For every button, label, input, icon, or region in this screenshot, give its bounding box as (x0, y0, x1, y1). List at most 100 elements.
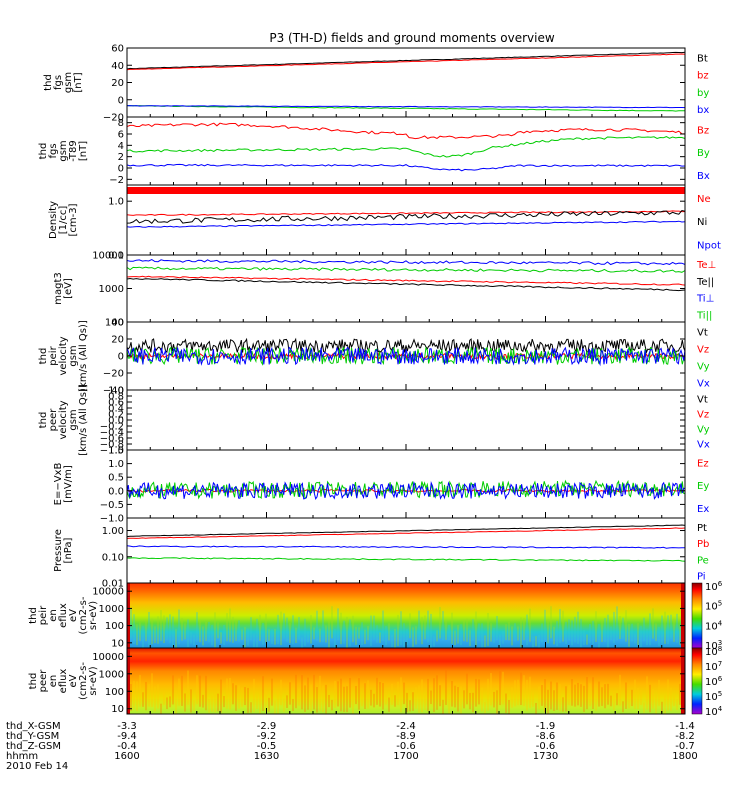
texture-stripe (184, 693, 186, 712)
texture-stripe (646, 676, 648, 710)
texture-stripe (187, 619, 189, 647)
texture-stripe (418, 685, 420, 713)
texture-stripe (553, 690, 555, 711)
legend-label: Ez (697, 458, 709, 469)
legend-label: Npot (697, 241, 721, 252)
texture-stripe (562, 697, 564, 712)
texture-stripe (211, 625, 213, 646)
spectrogram-peer_spec (127, 648, 685, 714)
texture-stripe (448, 624, 450, 641)
texture-stripe (472, 619, 474, 641)
texture-stripe (172, 616, 174, 647)
ephemeris-value: -0.5 (257, 741, 277, 752)
ephemeris-value: 1630 (254, 751, 279, 762)
legend-label: Pt (697, 523, 707, 534)
texture-stripe (514, 623, 516, 642)
texture-stripe (274, 628, 276, 645)
texture-stripe (169, 696, 171, 708)
texture-stripe (655, 623, 657, 642)
series-line-pressure (126, 524, 686, 538)
texture-stripe (328, 694, 330, 708)
y-tick-label: 10000 (92, 587, 124, 598)
texture-stripe (316, 610, 318, 641)
legend-label: bz (697, 71, 709, 82)
texture-stripe (193, 699, 195, 712)
texture-stripe (547, 619, 549, 644)
series-line-pressure (126, 527, 686, 539)
y-axis-label: thd (28, 673, 39, 690)
texture-stripe (427, 610, 429, 643)
texture-stripe (208, 698, 210, 713)
texture-stripe (181, 618, 183, 641)
texture-stripe (139, 622, 141, 641)
texture-stripe (517, 626, 519, 641)
texture-stripe (205, 675, 207, 711)
texture-stripe (241, 687, 243, 707)
texture-stripe (544, 679, 546, 713)
series-line-fgs (126, 51, 686, 70)
y-tick-label: 1.0 (108, 386, 124, 397)
y-axis-label: gsm (63, 72, 74, 93)
texture-stripe (430, 690, 432, 705)
texture-stripe (223, 624, 225, 645)
texture-stripe (217, 622, 219, 639)
y-axis-label: peir (38, 605, 49, 625)
panel-background (127, 185, 685, 255)
legend-label: Ey (697, 481, 709, 492)
y-axis-label: [eV] (63, 278, 74, 299)
texture-stripe (463, 690, 465, 709)
texture-stripe (607, 683, 609, 705)
texture-stripe (604, 618, 606, 643)
texture-stripe (385, 626, 387, 646)
texture-stripe (673, 695, 675, 707)
texture-stripe (628, 690, 630, 709)
texture-stripe (229, 608, 231, 642)
texture-stripe (244, 627, 246, 648)
ephemeris-value: -0.7 (675, 741, 695, 752)
texture-stripe (391, 634, 393, 648)
texture-stripe (382, 610, 384, 641)
y-tick-label: 10000 (92, 251, 124, 262)
texture-stripe (214, 612, 216, 648)
texture-stripe (667, 679, 669, 711)
ephemeris-value: -9.4 (117, 731, 137, 742)
texture-stripe (373, 693, 375, 708)
texture-stripe (343, 620, 345, 644)
legend-label: Bt (697, 53, 708, 64)
texture-stripe (388, 697, 390, 712)
texture-stripe (505, 693, 507, 714)
texture-stripe (622, 701, 624, 713)
y-axis-label: thd (38, 143, 49, 160)
texture-stripe (274, 700, 276, 714)
y-tick-label: 60 (111, 44, 124, 55)
texture-stripe (577, 682, 579, 706)
legend-label: Ti⊥ (696, 294, 714, 305)
texture-stripe (652, 689, 654, 709)
texture-stripe (595, 690, 597, 711)
texture-stripe (307, 677, 309, 710)
texture-stripe (604, 684, 606, 709)
ephemeris-value: -1.9 (536, 721, 556, 732)
texture-stripe (490, 673, 492, 706)
texture-stripe (394, 629, 396, 648)
texture-stripe (556, 621, 558, 647)
texture-stripe (139, 674, 141, 707)
legend-label: Vz (697, 409, 709, 420)
texture-stripe (409, 700, 411, 712)
y-tick-label: −2 (109, 175, 124, 186)
legend-label: Ni (697, 217, 707, 228)
texture-stripe (367, 625, 369, 641)
texture-stripe (418, 610, 420, 640)
texture-stripe (529, 608, 531, 642)
texture-stripe (466, 673, 468, 705)
legend-label: Vy (697, 424, 710, 435)
texture-stripe (475, 611, 477, 647)
texture-stripe (415, 687, 417, 709)
texture-stripe (151, 673, 153, 707)
texture-stripe (229, 678, 231, 710)
texture-stripe (280, 679, 282, 706)
legend-label: Bx (697, 171, 710, 182)
y-tick-label: 1.00 (102, 526, 124, 537)
texture-stripe (478, 679, 480, 705)
